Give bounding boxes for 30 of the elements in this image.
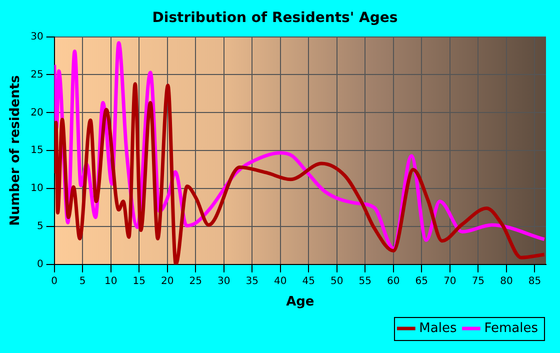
y-tick-label: 25	[30, 69, 44, 80]
x-tick-label: 80	[500, 276, 513, 287]
x-tick-label: 50	[330, 276, 344, 287]
x-tick-label: 15	[132, 276, 146, 287]
x-tick-label: 0	[51, 276, 58, 287]
x-tick-label: 70	[444, 276, 456, 287]
x-tick-label: 25	[189, 276, 202, 287]
y-tick-label: 15	[30, 145, 44, 156]
legend-label: Females	[484, 320, 538, 336]
y-tick-label: 20	[30, 107, 44, 118]
x-tick-label: 30	[218, 276, 230, 287]
x-tick-label: 75	[472, 276, 485, 287]
x-tick-label: 55	[358, 276, 372, 287]
y-tick-label: 10	[30, 183, 44, 194]
y-axis-title: Number of residents	[8, 75, 24, 226]
y-tick-label: 0	[36, 258, 44, 270]
legend-label: Males	[419, 320, 457, 336]
x-tick-label: 45	[302, 276, 316, 287]
x-tick-label: 5	[79, 276, 86, 287]
x-tick-label: 10	[104, 276, 118, 287]
x-tick-label: 20	[160, 276, 174, 287]
chart-title: Distribution of Residents' Ages	[152, 10, 398, 26]
x-tick-label: 60	[387, 276, 400, 287]
x-tick-label: 40	[274, 276, 287, 287]
x-tick-label: 35	[246, 276, 258, 287]
x-axis-title: Age	[286, 294, 314, 310]
x-tick-label: 65	[415, 276, 428, 287]
y-tick-label: 30	[30, 31, 44, 42]
y-tick-label: 5	[36, 221, 44, 232]
x-tick-label: 85	[528, 276, 542, 287]
